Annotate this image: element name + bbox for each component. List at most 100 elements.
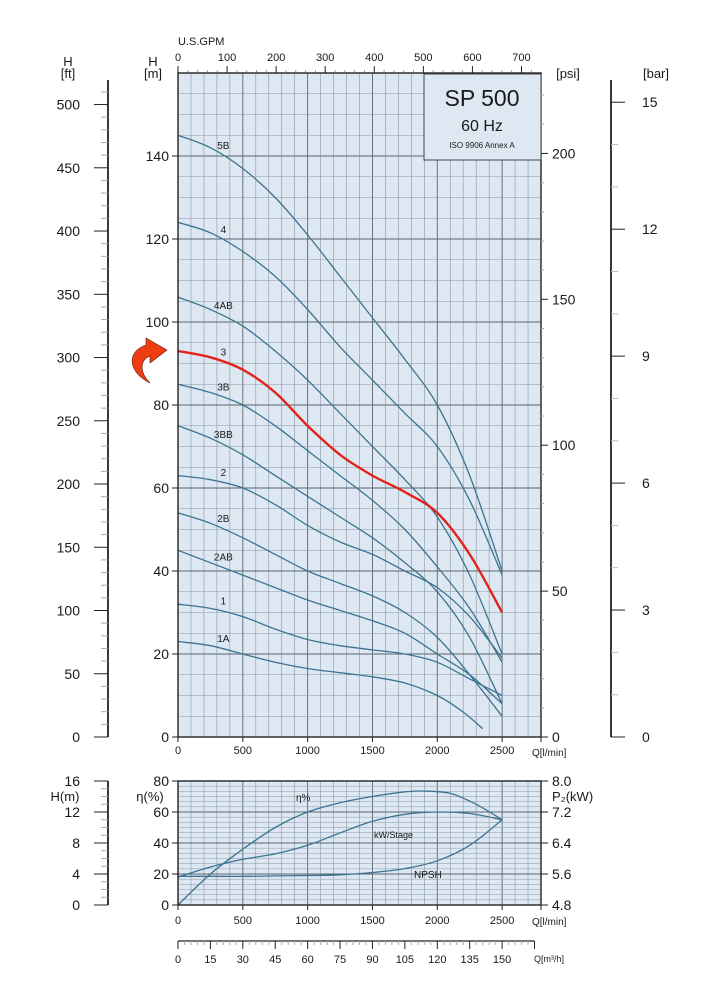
meters-axis-unit: [m] [144, 66, 162, 81]
curve-label-2b: 2B [217, 514, 230, 525]
m3h-tick-label: 120 [428, 954, 446, 966]
qh-plot: 5B 4 4AB 3 3B 3BB 2 2B 2AB 1 1A [177, 72, 542, 738]
meters-tick-label: 120 [146, 231, 170, 247]
standard-label: ISO 9906 Annex A [449, 141, 515, 150]
feet-tick-label: 450 [57, 160, 81, 176]
efficiency-plot: η% kW/Stage NPSH [177, 780, 542, 906]
eta-axis-label: η(%) [136, 789, 163, 804]
qh-x-tick-label: 1000 [295, 745, 319, 757]
gpm-tick-label: 0 [175, 52, 181, 64]
eta-curve-label: η% [296, 793, 311, 804]
qh-x-axis-label: Q[l/min] [532, 748, 567, 759]
m3h-tick-label: 45 [269, 954, 281, 966]
feet-tick-label: 250 [57, 413, 81, 429]
m3h-tick-label: 75 [334, 954, 346, 966]
p2-tick-label: 8.0 [552, 773, 572, 789]
p2-axis: P₂(kW) 4.8 5.6 6.4 7.2 8.0 [541, 773, 593, 913]
feet-tick-label: 100 [57, 603, 81, 619]
curve-label-3b: 3B [217, 383, 230, 394]
npsh-h-tick-label: 4 [72, 866, 80, 882]
efficiency-x-tick-label: 1500 [360, 915, 384, 927]
meters-axis: H [m] 0 20 40 60 80 100 120 140 [144, 54, 178, 745]
npsh-curve-label: NPSH [414, 870, 442, 881]
gpm-axis: U.S.GPM 0 100 200 300 400 500 600 700 [175, 36, 541, 74]
qh-curve-3 [177, 349, 504, 614]
meters-tick-label: 60 [153, 480, 169, 496]
qh-curve-1 [177, 603, 503, 697]
qh-x-tick-label: 2500 [490, 745, 514, 757]
qh-curve-2ab [177, 549, 503, 705]
qh-x-tick-label: 500 [234, 745, 252, 757]
npsh-h-tick-label: 8 [72, 835, 80, 851]
feet-tick-label: 50 [64, 666, 80, 682]
curve-npsh [177, 819, 503, 877]
eta-tick-label: 60 [153, 804, 169, 820]
bar-tick-label: 6 [642, 475, 650, 491]
efficiency-x-tick-label: 2500 [490, 915, 514, 927]
p2-tick-label: 4.8 [552, 897, 572, 913]
efficiency-curves [177, 790, 503, 906]
m3h-axis-label: Q[m³/h] [534, 954, 564, 964]
curve-label-2: 2 [221, 468, 227, 479]
curve- [177, 790, 503, 906]
curve-label-4: 4 [221, 225, 227, 236]
psi-tick-label: 0 [552, 729, 560, 745]
bar-axis: [bar] 0 3 6 9 12 15 [610, 66, 669, 745]
qh-curve-3b [177, 383, 503, 663]
psi-tick-label: 50 [552, 583, 568, 599]
eta-axis: η(%) 0 20 40 60 80 [136, 773, 178, 913]
efficiency-x-axis-label: Q[l/min] [532, 917, 567, 928]
p2-tick-label: 7.2 [552, 804, 572, 820]
feet-tick-label: 500 [57, 97, 81, 113]
m3h-tick-label: 150 [493, 954, 511, 966]
qh-curve-5b [177, 134, 503, 572]
meters-axis-label: H [148, 54, 157, 69]
curve-label-4ab: 4AB [214, 301, 233, 312]
feet-tick-label: 150 [57, 539, 81, 555]
bar-tick-label: 15 [642, 94, 658, 110]
meters-tick-label: 40 [153, 563, 169, 579]
eta-tick-label: 80 [153, 773, 169, 789]
qh-x-tick-label: 2000 [425, 745, 449, 757]
feet-axis-label: H [63, 54, 72, 69]
psi-axis-unit: [psi] [556, 66, 580, 81]
feet-tick-label: 300 [57, 350, 81, 366]
m3h-tick-label: 135 [461, 954, 479, 966]
npsh-h-axis: H(m) 0 4 8 12 16 [51, 773, 109, 913]
meters-tick-label: 80 [153, 397, 169, 413]
curve-label-1a: 1A [217, 634, 230, 645]
efficiency-x-tick-label: 0 [175, 915, 181, 927]
feet-tick-label: 0 [72, 729, 80, 745]
efficiency-x-tick-label: 2000 [425, 915, 449, 927]
frequency-label: 60 Hz [461, 118, 503, 135]
efficiency-x-tick-label: 1000 [295, 915, 319, 927]
meters-tick-label: 100 [146, 314, 170, 330]
npsh-h-axis-label: H(m) [51, 789, 80, 804]
bar-tick-label: 3 [642, 602, 650, 618]
feet-tick-label: 200 [57, 476, 81, 492]
m3h-axis: Q[m³/h] 0 15 30 45 60 75 90 105 120 135 150 [175, 940, 564, 966]
bar-axis-unit: [bar] [643, 66, 669, 81]
meters-tick-label: 140 [146, 148, 170, 164]
psi-tick-label: 150 [552, 291, 576, 307]
qh-curve-2b [177, 512, 503, 717]
m3h-tick-label: 105 [396, 954, 414, 966]
psi-axis: [psi] 0 50 100 150 200 [541, 66, 580, 745]
gpm-tick-label: 500 [414, 52, 432, 64]
p2-tick-label: 6.4 [552, 835, 572, 851]
highlight-arrow-icon [131, 337, 168, 384]
m3h-tick-label: 60 [302, 954, 314, 966]
meters-tick-label: 20 [153, 646, 169, 662]
m3h-tick-label: 30 [237, 954, 249, 966]
curve-kw-stage [177, 811, 503, 878]
feet-axis-unit: [ft] [61, 66, 75, 81]
m3h-tick-label: 15 [204, 954, 216, 966]
efficiency-x-tick-label: 500 [234, 915, 252, 927]
gpm-tick-label: 600 [463, 52, 481, 64]
qh-curve-4 [177, 221, 503, 576]
npsh-h-tick-label: 0 [72, 897, 80, 913]
gpm-axis-label: U.S.GPM [178, 36, 224, 48]
p2-tick-label: 5.6 [552, 866, 572, 882]
qh-curve-labels: 5B 4 4AB 3 3B 3BB 2 2B 2AB 1 1A [214, 141, 233, 645]
